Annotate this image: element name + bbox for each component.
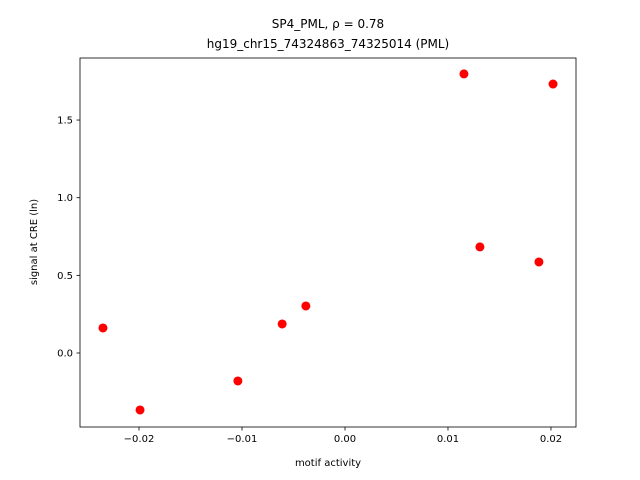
chart-subtitle: hg19_chr15_74324863_74325014 (PML)	[207, 37, 450, 51]
x-tick-label: 0.02	[540, 434, 562, 445]
x-axis-label: motif activity	[295, 458, 361, 469]
point	[534, 257, 544, 267]
point	[277, 319, 287, 329]
x-tick-label: 0.01	[437, 434, 459, 445]
point	[135, 405, 145, 415]
y-tick-label: 1.0	[57, 193, 73, 204]
point	[233, 376, 243, 386]
point	[475, 242, 485, 252]
x-tick-label: −0.02	[124, 434, 155, 445]
y-axis-label: signal at CRE (ln)	[29, 199, 40, 285]
chart-title: SP4_PML, ρ = 0.78	[272, 17, 384, 31]
point	[98, 323, 108, 333]
point	[301, 301, 311, 311]
x-tick-label: 0.00	[334, 434, 356, 445]
x-tick-label: −0.01	[227, 434, 258, 445]
y-tick-label: 0.5	[57, 271, 73, 282]
plot-frame	[79, 57, 577, 428]
point	[548, 79, 558, 89]
y-tick-label: 0.0	[57, 348, 73, 359]
point	[459, 69, 469, 79]
y-tick-label: 1.5	[57, 116, 73, 127]
